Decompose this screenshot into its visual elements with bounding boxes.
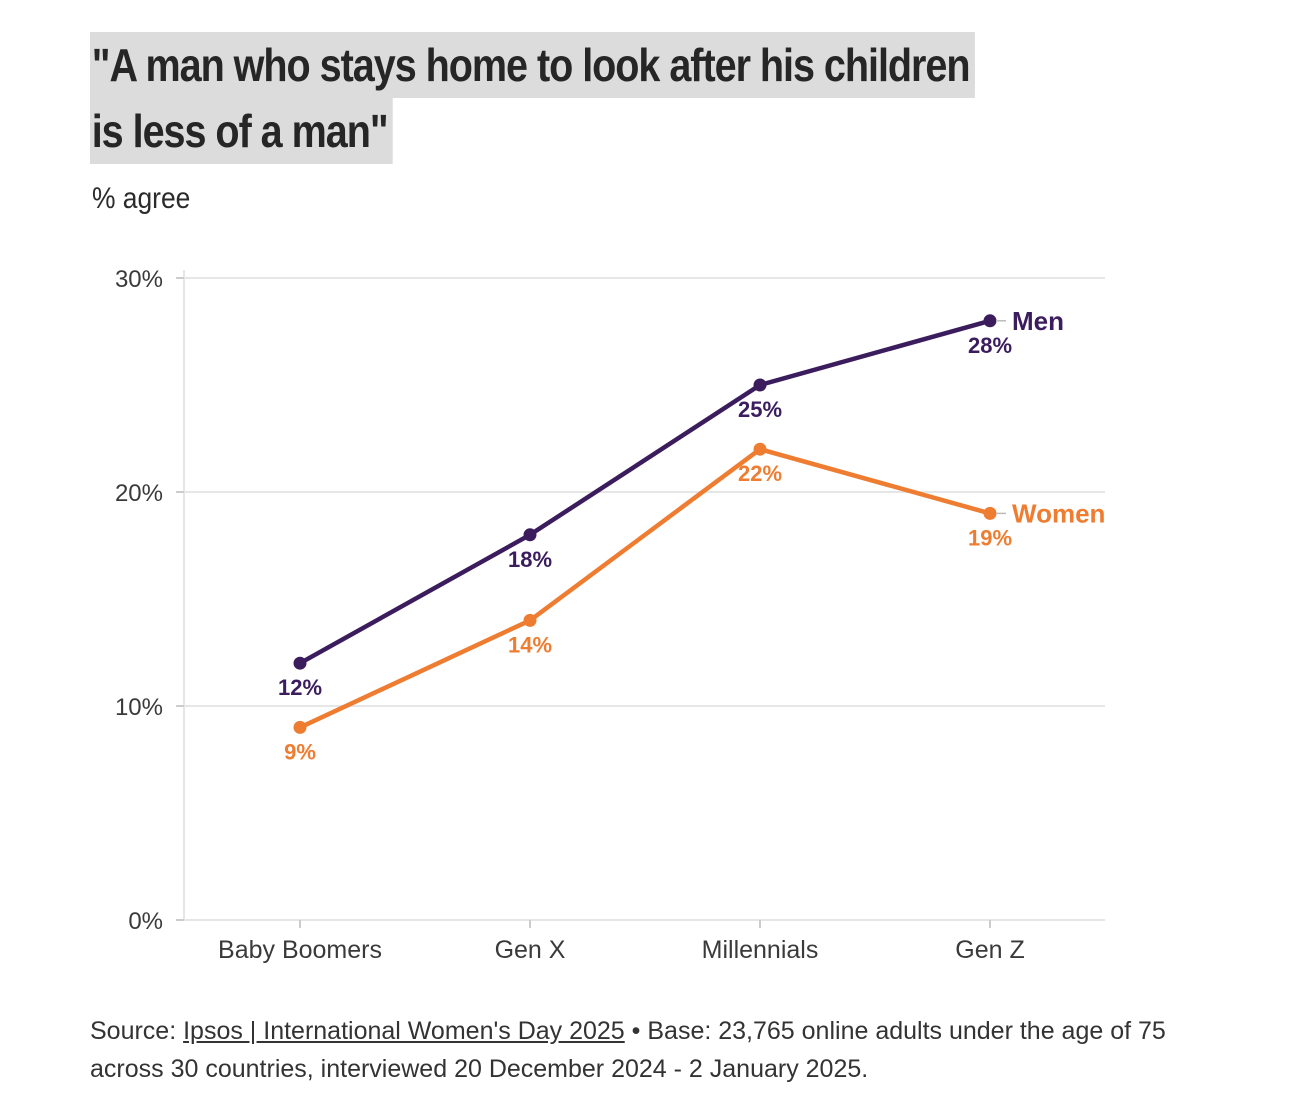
x-tick-label: Gen X bbox=[495, 936, 566, 964]
source-link[interactable]: Ipsos | International Women's Day 2025 bbox=[183, 1017, 625, 1045]
data-point-men bbox=[753, 378, 767, 392]
source-prefix: Source: bbox=[90, 1017, 184, 1045]
chart-title-line-2: is less of a man" bbox=[90, 98, 393, 164]
y-tick-label: 10% bbox=[115, 694, 163, 721]
data-label-women: 9% bbox=[284, 739, 316, 764]
data-label-women: 14% bbox=[508, 632, 552, 657]
x-tick-label: Gen Z bbox=[955, 936, 1024, 964]
series-name-label-men: Men bbox=[1012, 306, 1064, 336]
chart-title-line-1: "A man who stays home to look after his … bbox=[90, 32, 975, 98]
x-tick-label: Baby Boomers bbox=[218, 936, 382, 964]
data-label-men: 28% bbox=[968, 333, 1012, 358]
data-point-women bbox=[753, 442, 767, 456]
data-label-women: 22% bbox=[738, 461, 782, 486]
source-suffix: • Base: 23,765 online adults under the a… bbox=[90, 1017, 1166, 1083]
y-tick-label: 30% bbox=[115, 266, 163, 293]
y-tick-label: 0% bbox=[128, 908, 163, 935]
data-point-women bbox=[523, 613, 537, 627]
series-line-men bbox=[297, 318, 993, 666]
data-point-women bbox=[293, 720, 307, 734]
data-point-men bbox=[293, 656, 307, 670]
x-tick-label: Millennials bbox=[702, 936, 819, 964]
line-chart: 0% 10% 20% 30% Baby Boomers Gen X Millennials G… bbox=[115, 266, 1105, 964]
data-label-women: 19% bbox=[968, 525, 1012, 550]
series-name-label-women: Women bbox=[1012, 498, 1105, 528]
data-label-men: 25% bbox=[738, 397, 782, 422]
data-point-men bbox=[523, 528, 537, 542]
series-line-women bbox=[297, 446, 993, 730]
data-label-men: 12% bbox=[278, 675, 322, 700]
data-label-men: 18% bbox=[508, 547, 552, 572]
y-tick-label: 20% bbox=[115, 480, 163, 507]
chart-subtitle: % agree bbox=[92, 182, 191, 215]
data-point-women bbox=[983, 506, 997, 520]
source-note: Source: Ipsos | International Women's Da… bbox=[90, 1012, 1230, 1088]
data-point-men bbox=[983, 314, 997, 328]
chart-title: "A man who stays home to look after his … bbox=[90, 32, 1200, 164]
